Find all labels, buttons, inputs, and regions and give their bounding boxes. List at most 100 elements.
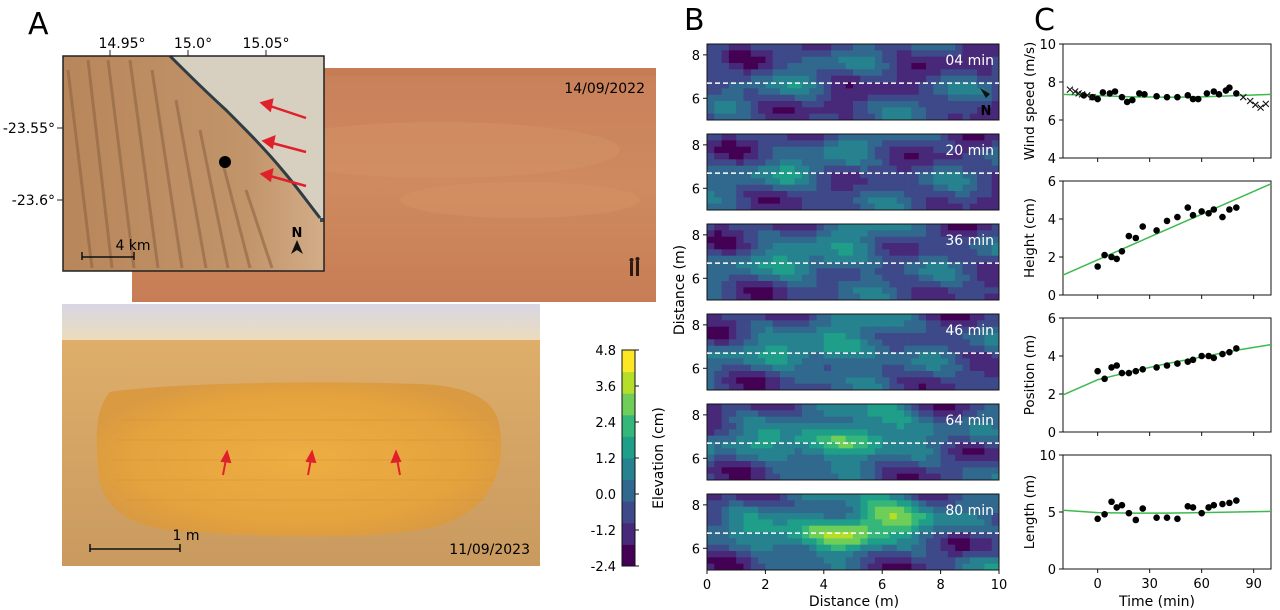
elevation-cell — [816, 377, 825, 385]
elevation-cell — [962, 352, 971, 359]
elevation-cell — [977, 236, 985, 244]
elevation-cell — [831, 461, 839, 468]
elevation-cell — [904, 88, 912, 96]
elevation-cell — [823, 410, 832, 418]
elevation-cell — [831, 410, 839, 418]
elevation-cell — [765, 364, 774, 372]
elevation-cell — [714, 448, 722, 456]
elevation-cell — [845, 371, 854, 378]
elevation-cell — [794, 140, 803, 148]
elevation-cell — [780, 339, 788, 347]
elevation-cell — [772, 236, 781, 244]
elevation-cell — [721, 94, 730, 102]
elevation-cell — [758, 159, 766, 167]
elevation-cell — [728, 551, 737, 558]
elevation-cell — [874, 287, 883, 295]
elevation-cell — [853, 75, 861, 83]
elevation-cell — [707, 178, 715, 186]
elevation-cell — [787, 56, 795, 64]
elevation-cell — [823, 56, 832, 64]
elevation-cell — [728, 410, 737, 418]
elevation-cell — [765, 538, 774, 546]
elevation-cell — [787, 262, 795, 269]
data-point — [1205, 504, 1212, 511]
elevation-cell — [874, 435, 883, 443]
elevation-cell — [984, 153, 993, 160]
elevation-cell — [838, 268, 847, 276]
elevation-cell — [714, 159, 722, 167]
elevation-cell — [838, 320, 847, 328]
elevation-cell — [816, 75, 825, 83]
elevation-cell — [926, 178, 934, 186]
data-point — [1210, 88, 1218, 95]
elevation-cell — [904, 178, 912, 186]
elevation-cell — [721, 320, 730, 328]
elevation-cell — [977, 63, 985, 70]
elevation-cell — [772, 107, 781, 115]
elevation-cell — [940, 140, 949, 148]
elevation-cell — [823, 454, 832, 462]
elevation-cell — [780, 404, 788, 411]
elevation-cell — [860, 113, 868, 121]
elevation-cell — [758, 191, 766, 198]
elevation-cell — [845, 320, 854, 328]
elevation-cell — [831, 178, 839, 186]
elevation-cell — [823, 442, 832, 449]
elevation-cell — [743, 339, 752, 347]
elevation-cell — [816, 358, 825, 366]
elevation-cell — [765, 519, 774, 527]
elevation-cell — [831, 563, 839, 571]
elevation-cell — [780, 113, 788, 121]
elevation-cell — [991, 191, 1000, 198]
elevation-cell — [889, 345, 898, 353]
elevation-cell — [801, 255, 810, 263]
elevation-cell — [809, 416, 817, 424]
elevation-cell — [926, 255, 934, 263]
elevation-cell — [780, 377, 788, 385]
elevation-cell — [831, 82, 839, 89]
elevation-cell — [904, 153, 912, 160]
elevation-cell — [845, 557, 854, 565]
elevation-cell — [772, 101, 781, 108]
elevation-cell — [874, 358, 883, 366]
elevation-cell — [991, 262, 1000, 269]
elevation-cell — [816, 538, 825, 546]
elevation-cell — [794, 159, 803, 167]
elevation-cell — [874, 506, 883, 514]
elevation-cell — [707, 563, 715, 571]
elevation-cell — [838, 494, 847, 501]
elevation-cell — [940, 461, 949, 468]
elevation-cell — [816, 274, 825, 282]
elevation-cell — [984, 448, 993, 456]
elevation-cell — [962, 473, 971, 481]
elevation-cell — [904, 371, 912, 378]
elevation-cell — [794, 88, 803, 96]
elevation-cell — [969, 473, 978, 481]
elevation-cell — [896, 44, 905, 51]
elevation-cell — [780, 333, 788, 340]
elevation-cell — [911, 461, 920, 468]
elevation-cell — [926, 383, 934, 391]
data-point — [1125, 509, 1133, 517]
elevation-cell — [765, 159, 774, 167]
elevation-cell — [882, 82, 890, 89]
elevation-cell — [809, 69, 817, 77]
elevation-cell — [860, 352, 868, 359]
elevation-cell — [765, 326, 774, 334]
elevation-cell — [969, 494, 978, 501]
elevation-cell — [933, 243, 941, 250]
elevation-cell — [801, 563, 810, 571]
elevation-cell — [882, 274, 890, 282]
elevation-cell — [933, 377, 941, 385]
elevation-cell — [962, 416, 971, 424]
elevation-cell — [933, 448, 941, 456]
elevation-cell — [882, 371, 890, 378]
elevation-cell — [831, 230, 839, 238]
photo-date-bottom: 11/09/2023 — [449, 542, 530, 558]
elevation-cell — [831, 339, 839, 347]
elevation-cell — [750, 82, 759, 89]
elevation-cell — [969, 371, 978, 378]
elevation-cell — [977, 134, 985, 141]
elevation-cell — [955, 191, 963, 198]
elevation-cell — [860, 274, 868, 282]
